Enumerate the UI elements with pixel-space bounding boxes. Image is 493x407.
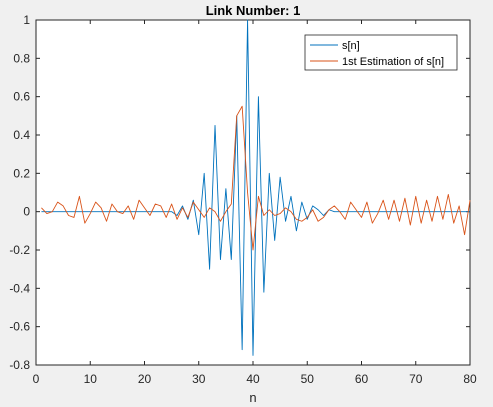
y-tick-label: 0.4 [13, 128, 30, 142]
legend-label-s-n: s[n] [342, 40, 360, 52]
y-tick-label: 0.6 [13, 90, 30, 104]
y-tick-label: -0.8 [9, 358, 30, 372]
x-tick-label: 70 [409, 372, 423, 386]
series-line-estimation [41, 105, 471, 251]
y-tick-label: -0.4 [9, 281, 30, 295]
y-tick-label: 0.8 [13, 51, 30, 65]
y-axis: -0.8 -0.6 -0.4 -0.2 0 0.2 0.4 0.6 0.8 1 [9, 13, 470, 372]
x-tick-label: 10 [84, 372, 98, 386]
y-tick-label: 1 [23, 13, 30, 27]
x-axis-label: n [249, 390, 256, 405]
y-tick-label: 0.2 [13, 166, 30, 180]
x-tick-label: 40 [246, 372, 260, 386]
legend: s[n] 1st Estimation of s[n] [304, 34, 458, 71]
x-tick-label: 30 [192, 372, 206, 386]
chart-title: Link Number: 1 [206, 3, 301, 18]
x-axis: 0 10 20 30 40 50 60 70 80 [33, 20, 477, 386]
legend-box [304, 34, 458, 71]
x-tick-label: 60 [355, 372, 369, 386]
x-tick-label: 80 [463, 372, 477, 386]
series-layer [41, 19, 471, 356]
legend-label-estimation: 1st Estimation of s[n] [342, 56, 444, 68]
x-tick-label: 0 [33, 372, 40, 386]
y-tick-label: 0 [23, 205, 30, 219]
x-tick-label: 50 [301, 372, 315, 386]
x-tick-label: 20 [138, 372, 152, 386]
y-tick-label: -0.6 [9, 320, 30, 334]
y-tick-label: -0.2 [9, 243, 30, 257]
plot-area [35, 19, 471, 366]
